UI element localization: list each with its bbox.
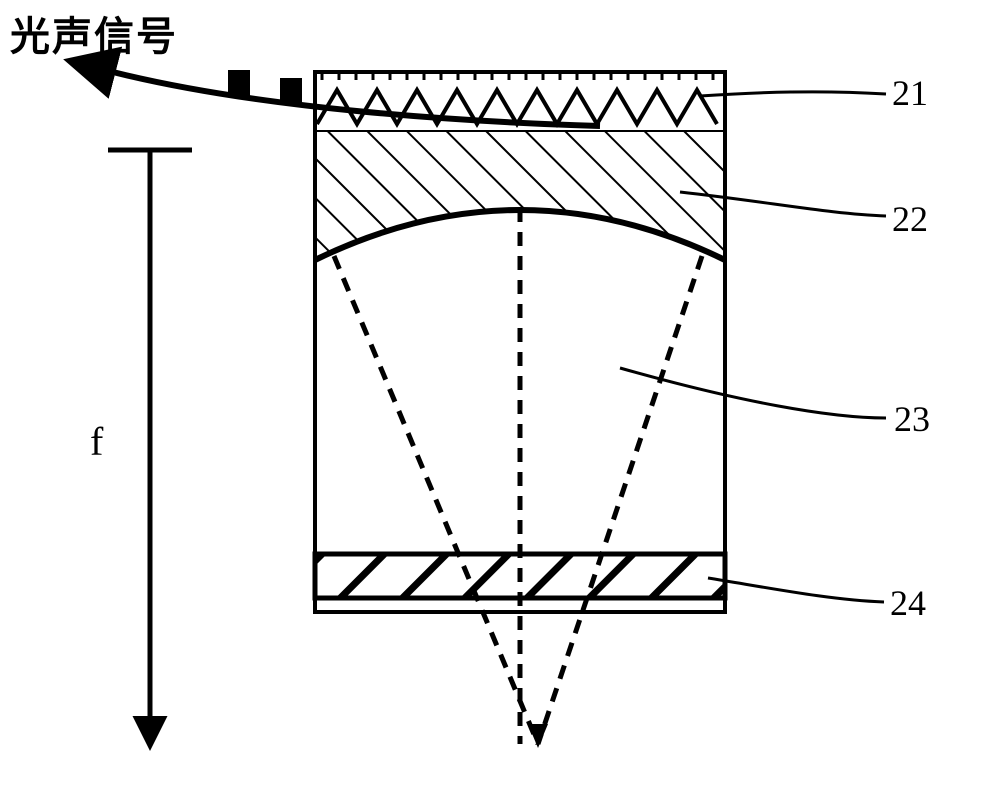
callout-21-label: 21 <box>892 72 928 114</box>
diagram-stage: 光声信号 f 21 22 23 24 <box>0 0 1000 795</box>
callout-23-label: 23 <box>894 398 930 440</box>
layer-22-hatched-lens-backing <box>315 130 725 270</box>
title-photoacoustic-signal: 光声信号 <box>10 4 178 62</box>
callout-22-label: 22 <box>892 198 928 240</box>
focus-rays <box>334 208 702 744</box>
diagram-svg <box>0 0 1000 795</box>
callout-24-label: 24 <box>890 582 926 624</box>
focus-apex-arrow <box>528 724 548 748</box>
leader-24 <box>708 578 884 602</box>
focal-length-label: f <box>90 418 103 465</box>
focal-length-dimension <box>108 150 192 744</box>
leader-21 <box>700 92 886 96</box>
